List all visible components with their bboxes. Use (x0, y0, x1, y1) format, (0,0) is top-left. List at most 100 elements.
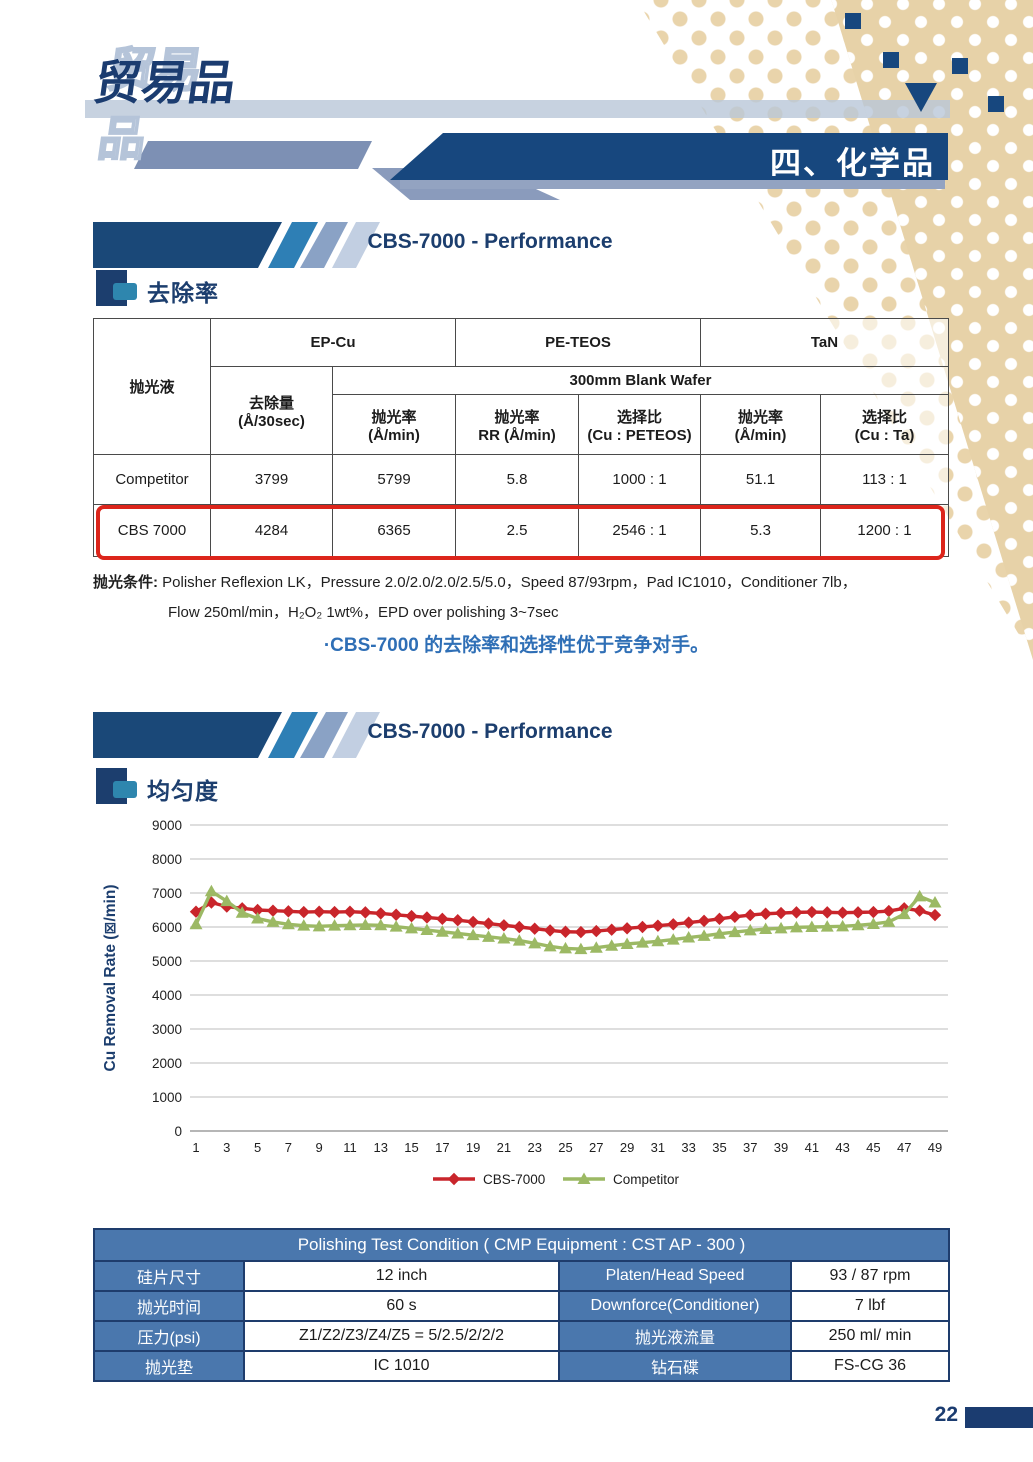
section1-label: 去除率 (0, 270, 400, 310)
section-bar-graphic (93, 222, 380, 268)
label-accent-square-icon (113, 781, 137, 798)
triangle-marker (451, 926, 465, 939)
y-tick-label: 8000 (152, 852, 182, 867)
triangle-marker (651, 934, 665, 947)
diamond-marker (297, 905, 310, 919)
diamond-marker (851, 906, 865, 919)
section2-label: 均匀度 (0, 768, 400, 808)
banner-underline-strip (400, 180, 945, 189)
series-Competitor (189, 884, 942, 955)
triangle-marker (559, 941, 572, 954)
x-tick-label: 43 (835, 1140, 849, 1155)
unit-header-cell-2: 选择比 (Cu : PETEOS) (578, 394, 701, 455)
polishing-conditions-footnote: 抛光条件: Polisher Reflexion LK，Pressure 2.0… (93, 568, 953, 628)
logo-underline-bar (85, 100, 950, 118)
condition-value-cell: FS-CG 36 (790, 1350, 950, 1382)
diamond-marker (328, 905, 341, 919)
triangle-marker (605, 939, 619, 951)
triangle-marker (251, 912, 265, 924)
x-tick-label: 27 (589, 1140, 603, 1155)
condition-table: Polishing Test Condition ( CMP Equipment… (93, 1228, 950, 1382)
triangle-marker (805, 920, 819, 932)
highlight-red-box (96, 505, 945, 560)
diamond-marker (713, 912, 726, 926)
section1-header: CBS-7000 - Performance (0, 222, 1033, 268)
triangle-marker (589, 941, 603, 953)
condition-row-0: 硅片尺寸 12 inch Platen/Head Speed 93 / 87 rpm (93, 1260, 950, 1292)
triangle-marker (297, 919, 311, 931)
triangle-marker (328, 919, 342, 931)
triangle-marker (204, 884, 218, 897)
decor-square (952, 58, 968, 74)
diamond-marker (528, 922, 541, 935)
value-cell: 4284 (210, 504, 333, 557)
x-tick-label: 29 (620, 1140, 634, 1155)
x-tick-label: 39 (774, 1140, 788, 1155)
table-row-cbs7000: CBS 7000 4284 6365 2.5 2546 : 1 5.3 1200 : 1 (93, 504, 949, 557)
diamond-marker (882, 904, 896, 918)
triangle-marker (928, 896, 942, 908)
x-tick-label: 15 (404, 1140, 418, 1155)
page-number: 22 (934, 1403, 958, 1426)
diamond-marker (574, 925, 588, 939)
diamond-marker (466, 915, 480, 929)
chapter-banner-shape (390, 133, 948, 180)
x-tick-label: 47 (897, 1140, 911, 1155)
diamond-marker (636, 920, 649, 934)
section-bar-graphic (93, 712, 380, 758)
diamond-marker (389, 908, 403, 921)
legend-label: Competitor (613, 1172, 680, 1187)
condition-row-1: 抛光时间 60 s Downforce(Conditioner) 7 lbf (93, 1290, 950, 1322)
triangle-marker (913, 889, 927, 902)
diamond-marker (251, 903, 264, 917)
diamond-marker (867, 905, 880, 919)
value-cell: 5.8 (455, 454, 579, 505)
footnote-line1: 抛光条件: Polisher Reflexion LK，Pressure 2.0… (93, 574, 857, 591)
diamond-marker (620, 922, 634, 935)
triangle-marker (682, 931, 696, 943)
triangle-marker (743, 923, 757, 936)
x-tick-label: 11 (343, 1140, 357, 1155)
triangle-marker (789, 920, 803, 933)
slate-ribbon (134, 141, 372, 169)
conclusion-statement: ·CBS-7000 的去除率和选择性优于竞争对手。 (323, 635, 710, 656)
diamond-marker (343, 905, 357, 918)
y-tick-label: 0 (174, 1124, 182, 1139)
diamond-marker (928, 908, 942, 922)
triangle-marker (836, 919, 850, 932)
y-tick-label: 1000 (152, 1090, 182, 1105)
triangle-marker (343, 918, 357, 931)
condition-label-cell: Platen/Head Speed (558, 1260, 792, 1292)
triangle-marker (528, 936, 542, 949)
x-tick-label: 21 (497, 1140, 511, 1155)
unit-header-cell-1: 抛光率 RR (Å/min) (455, 394, 579, 455)
value-cell: 1000 : 1 (578, 454, 701, 505)
condition-label-cell: 压力(psi) (93, 1320, 245, 1352)
x-tick-label: 19 (466, 1140, 480, 1155)
row-name-cell: Competitor (93, 454, 211, 505)
diamond-marker (374, 907, 387, 920)
diamond-marker (697, 914, 711, 928)
diamond-marker (359, 906, 372, 919)
series-line (194, 888, 936, 951)
triangle-marker (358, 918, 372, 930)
x-tick-label: 25 (558, 1140, 572, 1155)
triangle-marker (574, 942, 588, 955)
diamond-marker (821, 906, 834, 919)
x-tick-label: 45 (866, 1140, 880, 1155)
diamond-marker (312, 905, 326, 918)
triangle-marker (635, 936, 649, 948)
triangle-marker (405, 921, 419, 934)
diamond-marker (651, 919, 665, 932)
group-header-tan: TaN (700, 318, 949, 367)
triangle-marker (220, 894, 234, 907)
chapter-title: 四、化学品 (770, 146, 935, 181)
triangle-marker (577, 1172, 591, 1184)
value-cell: 113 : 1 (820, 454, 949, 505)
y-tick-label: 5000 (152, 954, 182, 969)
series-CBS-7000 (189, 896, 942, 939)
unit-header-cell-0: 抛光率 (Å/min) (332, 394, 456, 455)
removal-rate-table: 抛光液 EP-Cu PE-TEOS TaN 去除量 (Å/30sec) 300m… (93, 318, 949, 557)
condition-label-cell: 抛光时间 (93, 1290, 245, 1322)
